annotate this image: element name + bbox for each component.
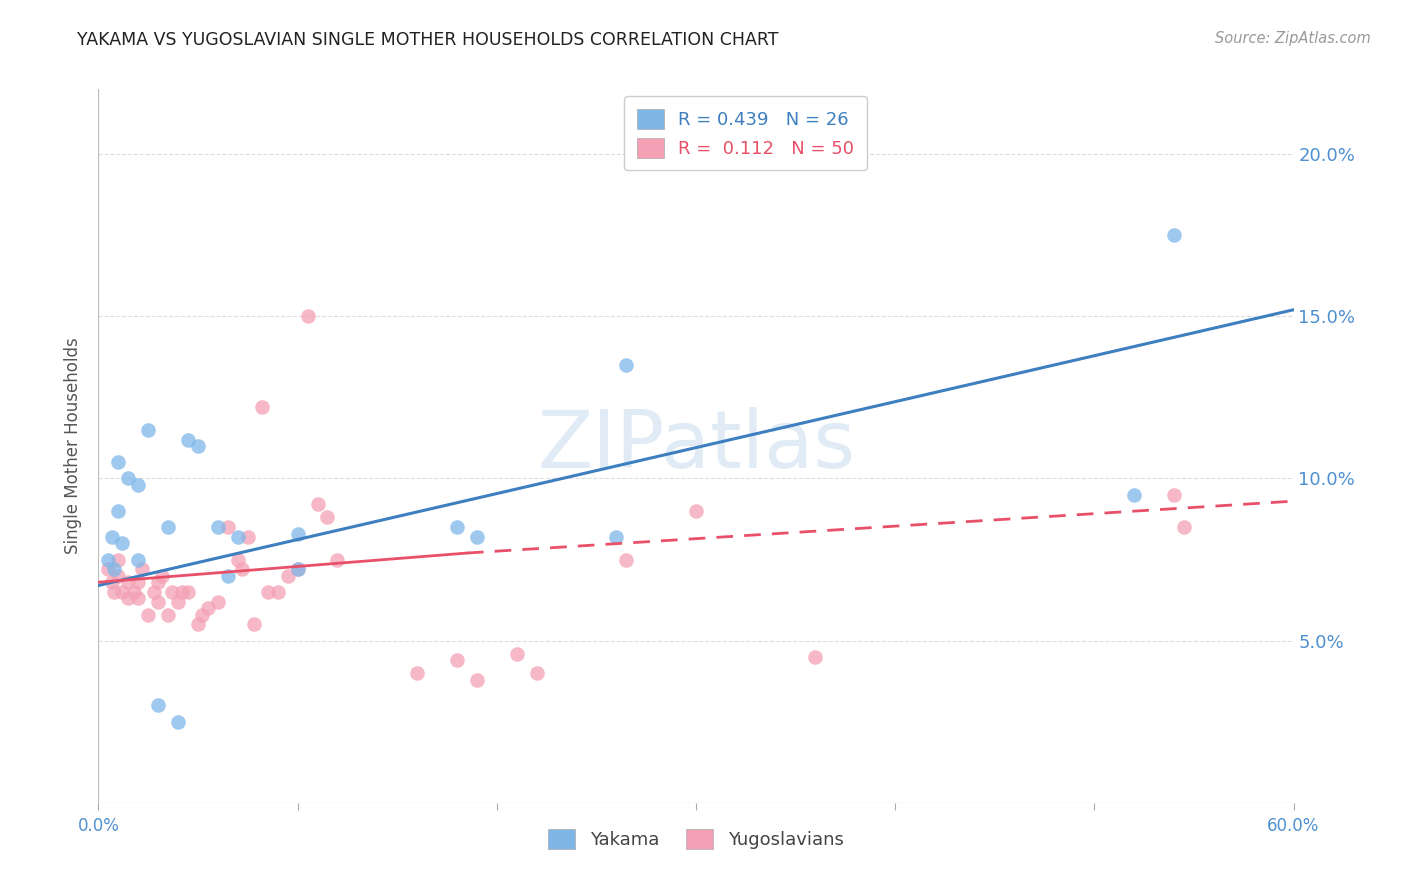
Point (167, 714, 190, 729)
Y-axis label: Single Mother Households: Single Mother Households (65, 338, 83, 554)
Point (167, 595, 190, 609)
Point (406, 666, 429, 681)
Point (217, 520, 239, 534)
Point (150, 568, 173, 582)
Point (506, 647, 529, 661)
Point (117, 471, 139, 485)
Point (111, 536, 134, 550)
Point (111, 585, 134, 599)
Point (131, 562, 153, 576)
Point (157, 520, 180, 534)
Point (207, 520, 229, 534)
Point (136, 423, 159, 437)
Point (465, 530, 488, 544)
Point (685, 504, 707, 518)
Text: ZIPatlas: ZIPatlas (537, 407, 855, 485)
Point (127, 575, 149, 590)
Point (267, 585, 290, 599)
Point (287, 562, 309, 576)
Point (191, 607, 214, 622)
Point (117, 591, 139, 606)
Point (187, 617, 209, 632)
Point (124, 585, 146, 599)
Point (107, 568, 129, 582)
Point (256, 585, 278, 599)
Point (243, 617, 266, 632)
Point (1173, 520, 1195, 534)
Point (148, 698, 170, 713)
Point (207, 595, 229, 609)
Point (177, 585, 200, 599)
Point (148, 575, 170, 590)
Point (614, 552, 637, 566)
Point (101, 575, 124, 590)
Point (127, 552, 149, 566)
Point (465, 673, 488, 687)
Point (236, 530, 259, 544)
Point (804, 649, 827, 664)
Point (446, 520, 468, 534)
Text: Source: ZipAtlas.com: Source: ZipAtlas.com (1215, 31, 1371, 46)
Point (187, 439, 209, 453)
Point (250, 400, 273, 414)
Point (326, 552, 349, 566)
Point (307, 497, 329, 511)
Point (1163, 228, 1185, 243)
Point (103, 562, 125, 576)
Point (287, 526, 309, 541)
Point (117, 575, 139, 590)
Point (103, 585, 125, 599)
Point (614, 358, 637, 372)
Point (107, 455, 129, 469)
Legend: Yakama, Yugoslavians: Yakama, Yugoslavians (541, 822, 851, 856)
Point (226, 530, 249, 544)
Point (136, 607, 159, 622)
Point (148, 595, 170, 609)
Point (143, 585, 166, 599)
Point (1123, 488, 1146, 502)
Text: YAKAMA VS YUGOSLAVIAN SINGLE MOTHER HOUSEHOLDS CORRELATION CHART: YAKAMA VS YUGOSLAVIAN SINGLE MOTHER HOUS… (77, 31, 779, 49)
Point (526, 666, 548, 681)
Point (316, 510, 339, 524)
Point (446, 653, 468, 667)
Point (127, 591, 149, 606)
Point (605, 530, 627, 544)
Point (101, 530, 124, 544)
Point (97, 552, 120, 566)
Point (217, 568, 239, 582)
Point (107, 504, 129, 518)
Point (1163, 488, 1185, 502)
Point (297, 310, 319, 324)
Point (197, 601, 219, 615)
Point (226, 552, 249, 566)
Point (172, 585, 194, 599)
Point (160, 585, 183, 599)
Point (287, 562, 309, 576)
Point (127, 478, 149, 492)
Point (157, 607, 180, 622)
Point (107, 552, 129, 566)
Point (97, 562, 120, 576)
Point (231, 562, 253, 576)
Point (177, 433, 200, 447)
Point (277, 568, 299, 582)
